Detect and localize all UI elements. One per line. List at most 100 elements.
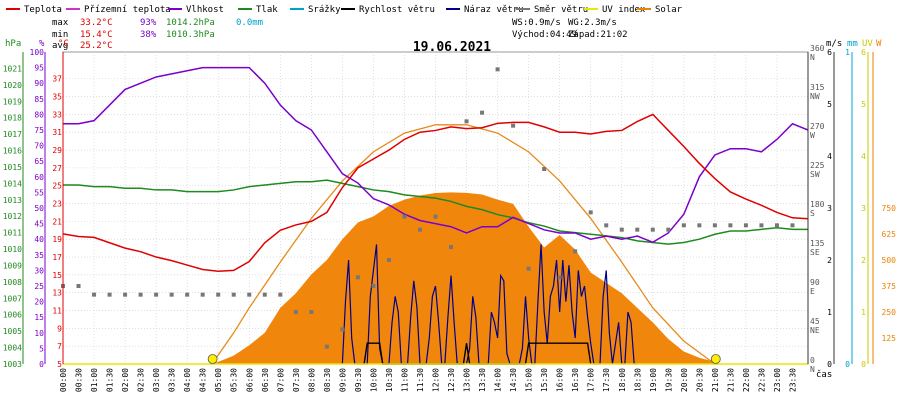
x-tick-label: 07:00	[276, 368, 285, 392]
legend-label: UV index	[602, 5, 646, 15]
wind-direction-point	[790, 223, 795, 228]
x-tick-label: 09:30	[354, 368, 363, 392]
humidity-tick-label: 65	[34, 157, 44, 166]
pressure-tick-label: 1021	[3, 64, 22, 73]
legend-label: Rychlost větru	[359, 5, 435, 15]
direction-tick-label: 45	[810, 317, 820, 326]
x-tick-label: 20:30	[695, 368, 704, 392]
direction-tick-name: W	[810, 131, 815, 140]
wind-direction-point	[433, 214, 438, 219]
x-tick-label: 00:30	[75, 368, 84, 392]
wind-direction-point	[309, 310, 314, 314]
x-tick-label: 08:30	[323, 368, 332, 392]
uv-tick-label: 4	[861, 152, 866, 161]
left-axes: 1003100410051006100710081009101010111012…	[3, 48, 64, 369]
x-tick-label: 16:30	[571, 368, 580, 392]
unit-pct: %	[39, 39, 45, 49]
humidity-tick-label: 45	[34, 220, 44, 229]
temperature-tick-label: 5	[57, 360, 62, 369]
unit-hpa: hPa	[5, 39, 21, 49]
x-tick-label: 16:00	[556, 368, 565, 392]
solar-tick-label: 625	[882, 230, 897, 239]
legend-label: Teplota	[24, 5, 62, 15]
sun-event-marker	[710, 354, 721, 364]
x-tick-label: 17:30	[602, 368, 611, 392]
x-tick-label: 19:30	[664, 368, 673, 392]
wind-direction-point	[92, 292, 97, 297]
pressure-tick-label: 1020	[3, 81, 22, 90]
x-tick-label: 06:00	[245, 368, 254, 392]
solar-layer	[211, 124, 718, 365]
direction-tick-label: 135	[810, 239, 825, 248]
humidity-tick-label: 30	[34, 266, 44, 275]
pressure-tick-label: 1017	[3, 130, 22, 139]
legend-label: Solar	[655, 5, 683, 15]
wind-direction-point	[464, 119, 469, 124]
humidity-tick-label: 55	[34, 188, 44, 197]
wind-gust-line	[341, 244, 638, 365]
wind-direction-point	[123, 292, 128, 297]
temperature-tick-label: 7	[57, 342, 62, 351]
uv-tick-label: 5	[861, 100, 866, 109]
x-axis-label: čas	[816, 369, 832, 380]
wind-direction-point	[200, 292, 205, 297]
direction-tick-label: 360	[810, 44, 825, 53]
wind-direction-point	[169, 292, 174, 297]
wind-direction-point	[154, 292, 159, 297]
solar-tick-label: 375	[882, 282, 897, 291]
wind-direction-point	[666, 227, 671, 232]
humidity-tick-label: 35	[34, 251, 44, 260]
temperature-tick-label: 9	[57, 324, 62, 333]
uv-tick-label: 6	[861, 48, 866, 57]
temperature-tick-label: 21	[52, 217, 62, 226]
x-tick-label: 03:30	[168, 368, 177, 392]
pressure-tick-label: 1019	[3, 97, 22, 106]
wind-direction-point	[604, 223, 609, 228]
stat-min-temp: 15.4°C	[80, 30, 113, 40]
wind-direction-point	[231, 292, 236, 297]
temperature-tick-label: 27	[52, 164, 62, 173]
direction-tick-label: 180	[810, 200, 825, 209]
direction-tick-label: 315	[810, 83, 825, 92]
humidity-tick-label: 80	[34, 110, 44, 119]
stat-ws: WS:0.9m/s	[512, 18, 561, 28]
stat-avg-label: avg	[52, 41, 68, 51]
wind-direction-point	[573, 249, 578, 254]
temperature-tick-label: 13	[52, 289, 62, 298]
humidity-tick-label: 25	[34, 282, 44, 291]
rain-tick-label: 1	[845, 48, 850, 57]
direction-tick-name: SE	[810, 248, 820, 257]
x-tick-label: 09:00	[338, 368, 347, 392]
x-tick-label: 05:00	[214, 368, 223, 392]
wind-speed-line	[363, 342, 592, 365]
wind-direction-point	[480, 110, 485, 115]
wind-direction-point	[324, 344, 329, 349]
humidity-tick-label: 75	[34, 126, 44, 135]
stat-max-press: 1014.2hPa	[166, 18, 215, 28]
temperature-line	[62, 113, 809, 273]
humidity-tick-label: 15	[34, 313, 44, 322]
stats-panel: max 33.2°C 93% 1014.2hPa 0.0mm min 15.4°…	[52, 18, 628, 51]
legend: Teplota Přízemní teplota Vlhkost Tlak Srážky…	[6, 5, 683, 15]
wind-direction-point	[371, 284, 376, 288]
unit-rain: mm	[847, 39, 858, 49]
wind-direction-point	[386, 258, 391, 262]
direction-tick-name: NE	[810, 326, 820, 335]
humidity-tick-label: 85	[34, 95, 44, 104]
wind-direction-point	[681, 223, 686, 228]
x-tick-label: 04:30	[199, 368, 208, 392]
wind-direction-point	[293, 310, 298, 314]
temperature-tick-label: 35	[52, 93, 62, 102]
pressure-tick-label: 1018	[3, 114, 22, 123]
x-tick-label: 01:00	[90, 368, 99, 392]
temperature-tick-label: 19	[52, 235, 62, 244]
x-tick-label: 20:00	[680, 368, 689, 392]
direction-tick-name: S	[810, 209, 815, 218]
direction-tick-label: 225	[810, 161, 825, 170]
pressure-tick-label: 1016	[3, 147, 22, 156]
stat-min-label: min	[52, 30, 68, 40]
stat-max-label: max	[52, 18, 69, 28]
humidity-tick-label: 10	[34, 329, 44, 338]
wind-direction-point	[262, 292, 267, 297]
x-tick-label: 10:00	[369, 368, 378, 392]
